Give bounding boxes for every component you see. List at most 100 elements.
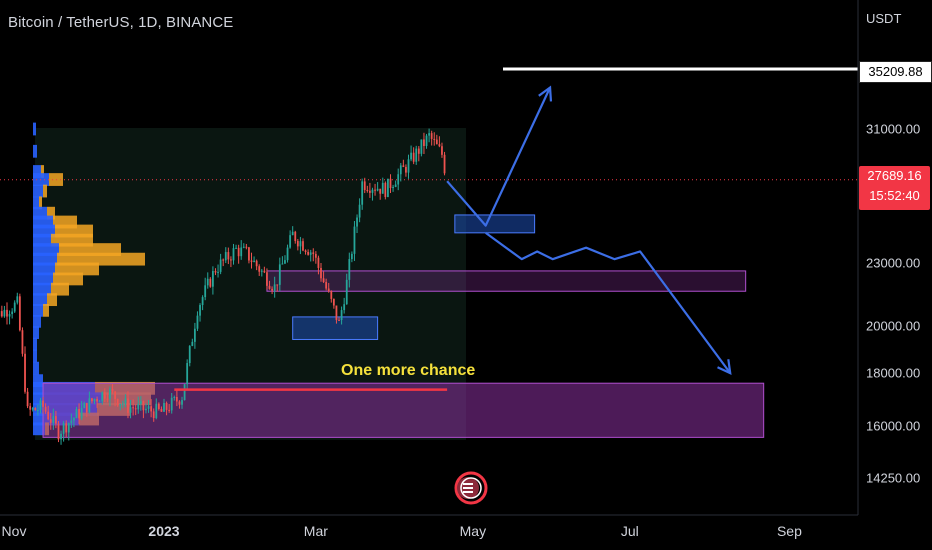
candle-body (147, 406, 150, 409)
candle-body (309, 252, 312, 255)
candle-body (276, 284, 279, 286)
volume-profile-bar-down (39, 196, 42, 210)
projection-arrows (446, 85, 732, 375)
volume-profile-bar-up (33, 422, 45, 436)
volume-profile-bar-down (55, 262, 99, 276)
candle-body (36, 409, 39, 411)
time-axis[interactable]: Nov 2023 Mar May Jul Sep (2, 523, 803, 539)
candle-body (343, 304, 346, 311)
candle-body (60, 433, 62, 440)
volume-profile-bar-up (33, 122, 36, 136)
candle-body (80, 408, 83, 419)
candle-body (304, 250, 307, 252)
candle-body (26, 391, 29, 407)
tradingview-logo[interactable] (454, 471, 488, 505)
volume-profile-bar-down (47, 206, 55, 220)
candle-body (271, 288, 273, 291)
candle-body (296, 241, 299, 247)
candle-body (405, 166, 407, 173)
current-price-tag: 27689.16 15:52:40 (859, 166, 930, 210)
candle-body (327, 288, 330, 292)
candle-body (75, 409, 78, 419)
candle-body (425, 135, 428, 146)
candle-body (29, 406, 32, 410)
volume-profile-bar-up (33, 326, 39, 339)
candle-body (18, 296, 21, 331)
candle-body (73, 418, 75, 421)
candle-body (165, 403, 168, 410)
candle-body (433, 138, 436, 140)
candle-body (173, 396, 176, 398)
x-tick-label: Nov (2, 523, 27, 539)
candle-body (196, 315, 199, 329)
candle-body (101, 392, 104, 402)
candle-body (420, 139, 423, 154)
candle-body (139, 401, 142, 404)
candle-body (284, 260, 286, 264)
candle-body (142, 401, 145, 411)
y-tick-label: 23000.00 (866, 256, 920, 271)
current-price-value: 27689.16 (867, 168, 922, 183)
candle-body (361, 181, 364, 205)
candle-body (119, 403, 122, 406)
candle-body (212, 271, 214, 287)
x-tick-label: 2023 (148, 523, 179, 539)
candle-body (430, 133, 433, 139)
candle-body (387, 178, 389, 198)
candle-body (191, 341, 194, 346)
candle-body (34, 407, 37, 411)
candle-body (248, 247, 250, 261)
candle-body (111, 389, 114, 392)
candle-body (299, 241, 302, 247)
candle-body (374, 189, 376, 191)
candle-body (103, 392, 106, 399)
volume-profile-bar-up (33, 314, 41, 328)
volume-profile-bar-up (33, 144, 37, 158)
candle-body (181, 400, 183, 405)
volume-profile-bar-up (33, 293, 47, 307)
candle-body (384, 182, 387, 198)
candle-body (124, 398, 127, 404)
purple-zone-middle (266, 270, 747, 292)
candle-body (145, 408, 147, 411)
y-tick-label: 18000.00 (866, 366, 920, 381)
candle-body (330, 291, 333, 299)
candle-body (152, 411, 155, 419)
candle-body (417, 148, 420, 154)
bar-countdown: 15:52:40 (869, 188, 920, 203)
candle-body (219, 259, 222, 272)
candle-body (268, 285, 271, 289)
candle-body (170, 397, 173, 411)
candle-body (42, 400, 44, 407)
candle-body (160, 408, 163, 412)
candle-body (178, 401, 181, 405)
candle-body (57, 423, 60, 440)
volume-profile-bar-up (33, 165, 41, 178)
candle-body (281, 263, 284, 265)
candle-body (193, 328, 196, 342)
candle-body (237, 247, 240, 257)
candle-body (183, 384, 186, 401)
candle-body (322, 278, 325, 283)
x-tick-label: Jul (621, 523, 639, 539)
volume-profile-bar-up (33, 303, 43, 317)
candle-body (168, 409, 171, 411)
candle-body (366, 189, 369, 191)
candle-body (8, 314, 11, 317)
candle-body (188, 345, 191, 364)
candle-body (376, 188, 379, 191)
candle-body (232, 248, 235, 261)
candle-body (67, 423, 70, 433)
candle-body (201, 297, 204, 306)
candle-body (356, 217, 358, 227)
candle-body (3, 309, 6, 317)
candle-body (371, 189, 374, 193)
candle-body (0, 311, 3, 317)
candle-body (412, 152, 415, 162)
chart-title: Bitcoin / TetherUS, 1D, BINANCE (8, 14, 234, 31)
candle-body (289, 235, 292, 248)
y-tick-label: 20000.00 (866, 318, 920, 333)
annotation-text: One more chance (341, 362, 476, 379)
candle-body (78, 409, 80, 419)
